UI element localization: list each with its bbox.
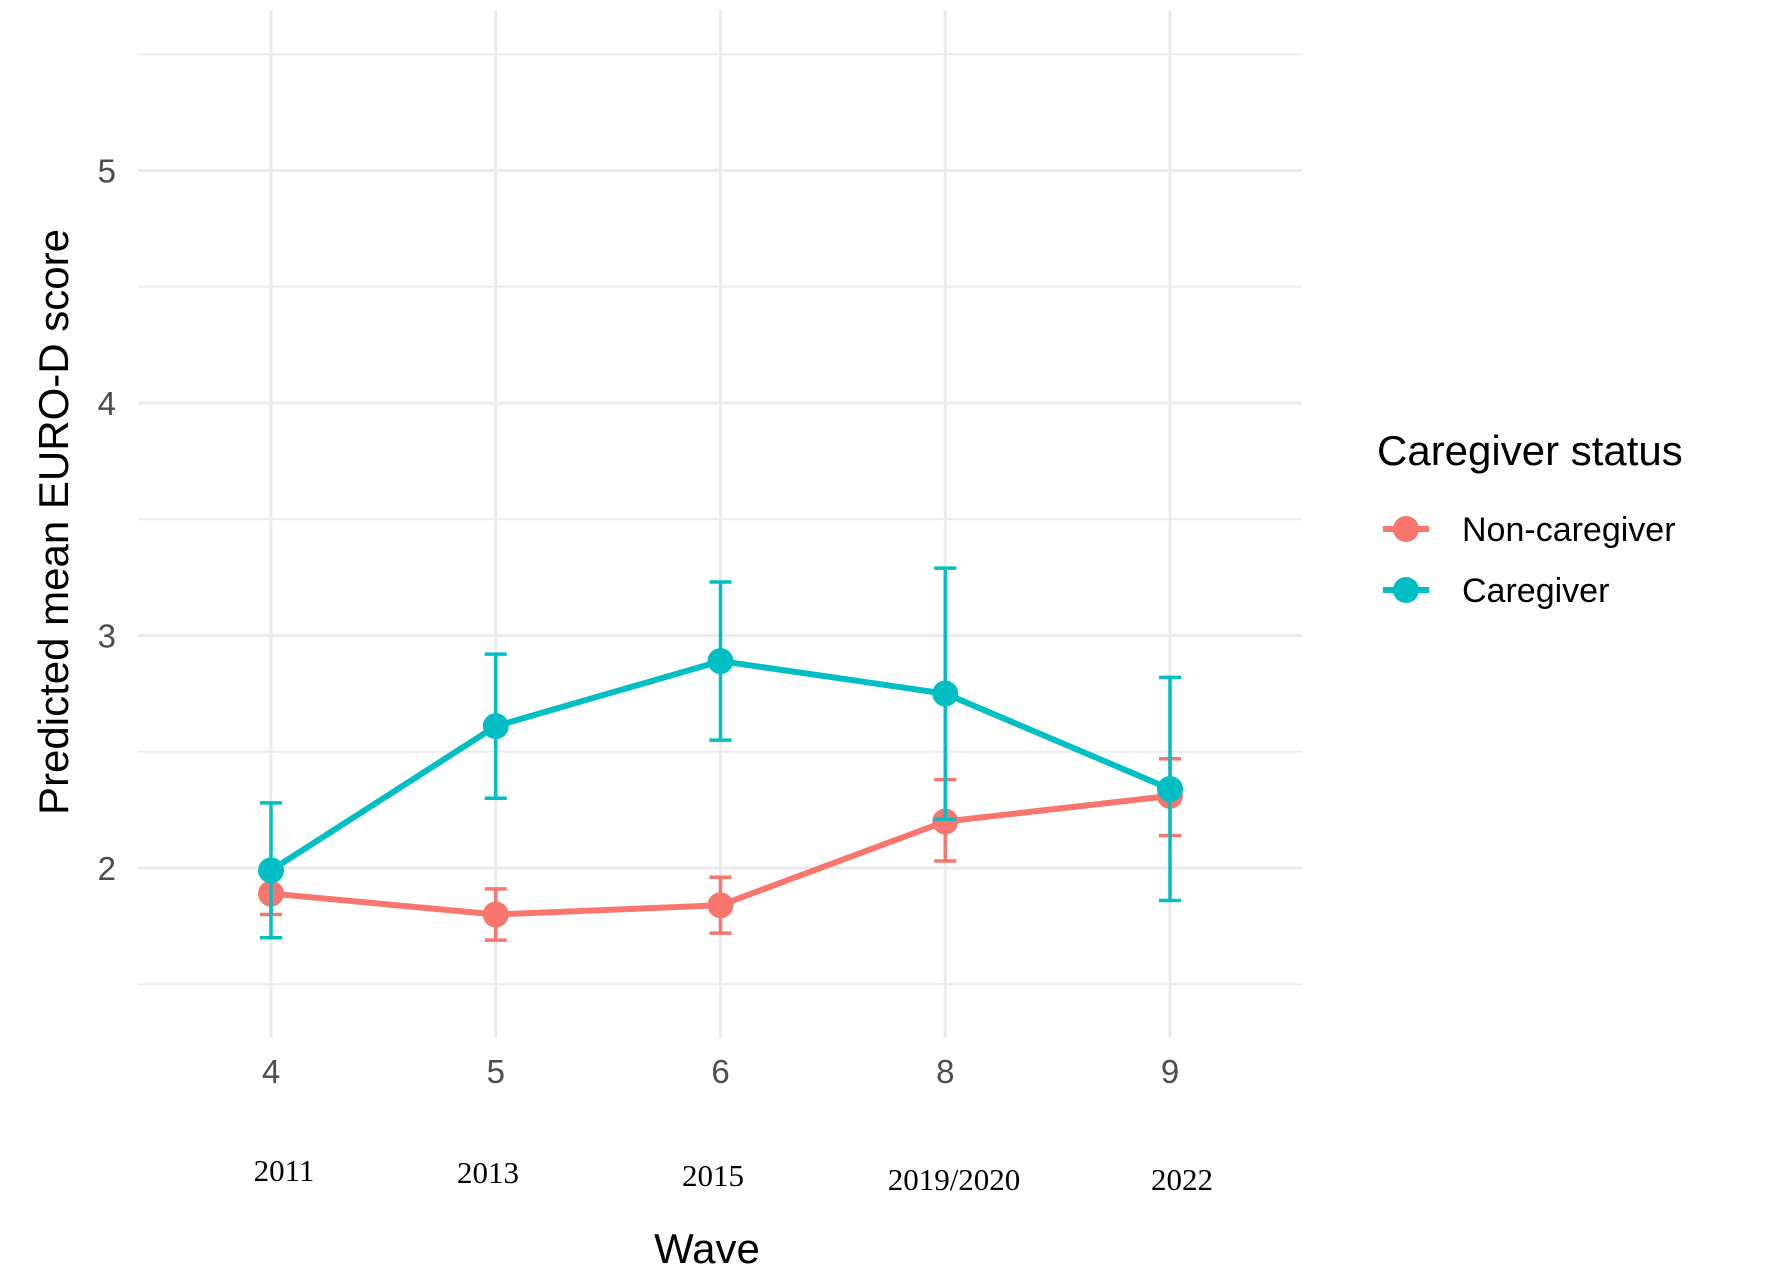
year-label: 2015	[682, 1158, 744, 1193]
data-point	[1157, 775, 1183, 802]
y-tick-label: 2	[98, 850, 116, 887]
series	[258, 566, 1183, 942]
x-tick-label: 9	[1161, 1053, 1179, 1090]
data-point	[932, 680, 959, 707]
legend-items: Non-caregiver Caregiver	[1383, 511, 1676, 610]
legend-title: Caregiver status	[1377, 427, 1683, 474]
legend-key-point	[1393, 516, 1419, 542]
data-point	[258, 857, 284, 884]
y-tick-label: 4	[98, 385, 116, 422]
legend-label: Non-caregiver	[1462, 511, 1676, 549]
year-label: 2022	[1151, 1162, 1213, 1197]
x-axis-title: Wave	[654, 1225, 760, 1272]
data-point	[482, 901, 509, 928]
data-point	[707, 892, 734, 919]
data-point	[707, 648, 734, 675]
legend-key-point	[1393, 577, 1419, 603]
x-axis-ticks: 4 5 6 8 9	[262, 1053, 1179, 1090]
legend-item: Caregiver	[1383, 572, 1609, 610]
series-caregiver	[258, 566, 1183, 940]
y-axis-title: Predicted mean EURO-D score	[30, 229, 77, 815]
x-tick-label: 8	[936, 1053, 954, 1090]
data-point	[932, 808, 959, 835]
y-tick-label: 3	[98, 618, 116, 655]
x-tick-label: 6	[711, 1053, 729, 1090]
year-label: 2019/2020	[888, 1162, 1021, 1197]
legend: Caregiver status Non-caregiver Caregiver	[1377, 427, 1683, 610]
x-tick-label: 5	[487, 1053, 505, 1090]
year-labels: 2011 2013 2015 2019/2020 2022	[254, 1153, 1213, 1197]
legend-item: Non-caregiver	[1383, 511, 1676, 549]
y-axis-ticks: 2 3 4 5	[98, 153, 116, 888]
legend-label: Caregiver	[1462, 572, 1609, 610]
year-label: 2011	[254, 1153, 315, 1188]
x-tick-label: 4	[262, 1053, 280, 1090]
data-point	[482, 713, 509, 740]
y-tick-label: 5	[98, 153, 116, 190]
year-label: 2013	[457, 1155, 519, 1190]
